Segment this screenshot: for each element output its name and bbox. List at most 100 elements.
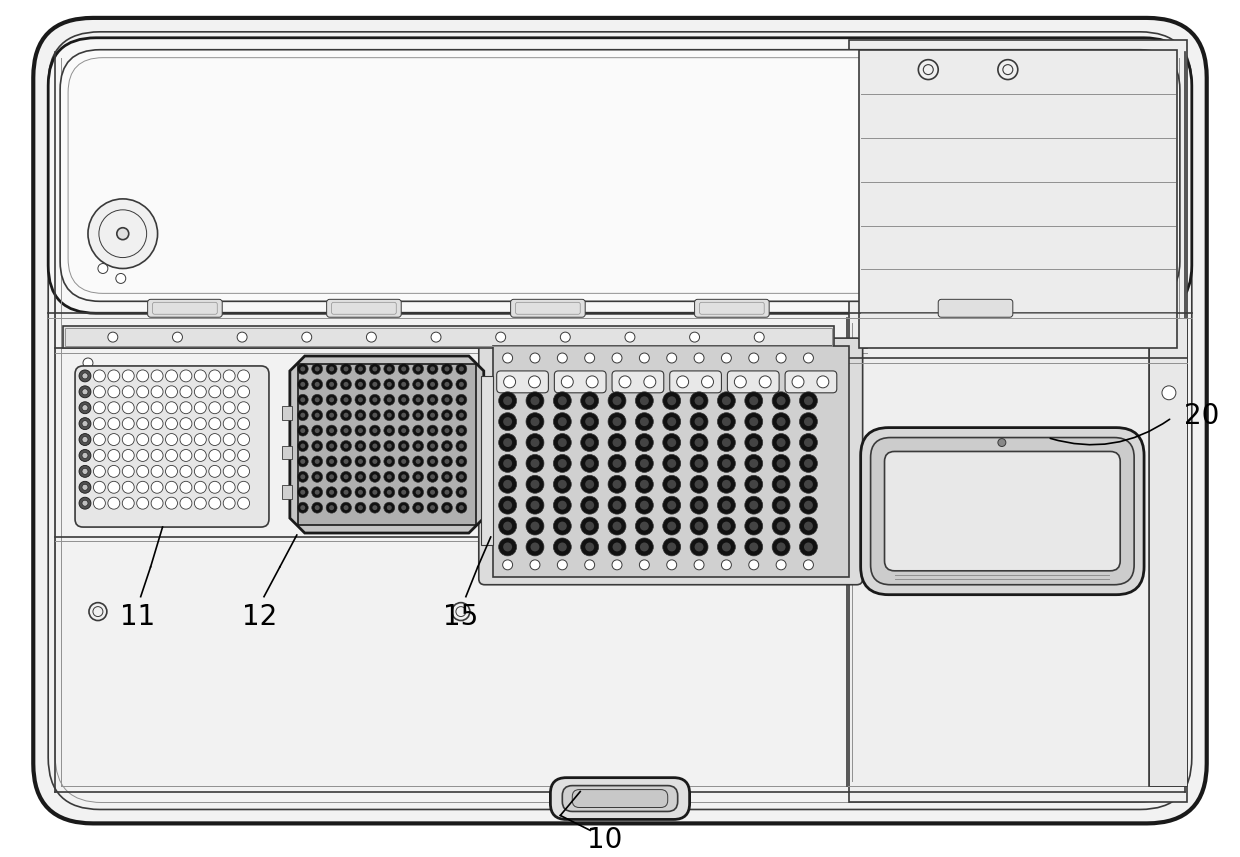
Circle shape [329, 398, 334, 402]
Circle shape [718, 496, 735, 514]
Circle shape [79, 497, 91, 509]
Circle shape [427, 487, 438, 498]
Circle shape [223, 465, 236, 477]
Circle shape [151, 449, 162, 461]
Circle shape [662, 454, 681, 472]
Circle shape [585, 353, 595, 363]
Circle shape [734, 376, 746, 388]
Circle shape [718, 392, 735, 410]
Circle shape [341, 410, 351, 421]
Circle shape [165, 386, 177, 398]
Circle shape [702, 376, 713, 388]
Circle shape [415, 444, 420, 448]
Circle shape [441, 471, 453, 482]
FancyBboxPatch shape [861, 428, 1145, 595]
Circle shape [526, 434, 544, 452]
Bar [281, 446, 291, 459]
Circle shape [108, 497, 120, 509]
Circle shape [195, 497, 206, 509]
Circle shape [800, 538, 817, 556]
Circle shape [635, 496, 653, 514]
Circle shape [315, 444, 320, 448]
Circle shape [749, 438, 758, 447]
Circle shape [503, 396, 512, 405]
Circle shape [456, 502, 466, 513]
Bar [1149, 318, 1187, 786]
Circle shape [79, 482, 91, 494]
Text: 20: 20 [1184, 402, 1219, 429]
FancyBboxPatch shape [33, 18, 1207, 824]
Circle shape [635, 392, 653, 410]
Circle shape [718, 413, 735, 430]
Circle shape [238, 386, 249, 398]
Circle shape [415, 413, 420, 417]
Circle shape [456, 471, 466, 482]
Circle shape [413, 410, 424, 421]
Circle shape [776, 522, 786, 530]
Circle shape [136, 370, 149, 382]
Circle shape [341, 379, 351, 390]
Circle shape [358, 398, 363, 402]
Circle shape [718, 517, 735, 535]
Circle shape [441, 440, 453, 452]
Circle shape [415, 505, 420, 510]
Circle shape [238, 497, 249, 509]
FancyBboxPatch shape [785, 371, 837, 393]
Circle shape [370, 394, 381, 405]
Circle shape [326, 394, 337, 405]
Circle shape [531, 522, 539, 530]
Circle shape [667, 480, 676, 488]
Circle shape [108, 434, 120, 446]
Bar [64, 328, 832, 346]
Circle shape [108, 386, 120, 398]
Circle shape [415, 475, 420, 479]
Circle shape [387, 475, 392, 479]
Circle shape [640, 542, 649, 551]
Circle shape [93, 417, 105, 429]
Circle shape [223, 482, 236, 494]
Circle shape [298, 471, 309, 482]
Circle shape [773, 496, 790, 514]
Circle shape [585, 560, 595, 570]
Circle shape [427, 379, 438, 390]
Circle shape [372, 489, 377, 494]
Circle shape [441, 394, 453, 405]
Circle shape [298, 363, 309, 375]
Circle shape [1162, 386, 1176, 399]
Circle shape [608, 538, 626, 556]
Circle shape [311, 502, 322, 513]
Circle shape [745, 476, 763, 494]
Circle shape [635, 434, 653, 452]
Circle shape [413, 471, 424, 482]
FancyBboxPatch shape [497, 371, 548, 393]
Circle shape [343, 413, 348, 417]
Circle shape [366, 333, 377, 342]
Circle shape [749, 480, 758, 488]
Circle shape [223, 434, 236, 446]
Circle shape [372, 398, 377, 402]
Circle shape [640, 500, 649, 510]
Circle shape [370, 379, 381, 390]
Circle shape [498, 392, 517, 410]
Circle shape [776, 396, 786, 405]
Circle shape [341, 363, 351, 375]
Circle shape [502, 560, 512, 570]
Circle shape [585, 396, 594, 405]
Circle shape [341, 456, 351, 467]
Circle shape [355, 410, 366, 421]
Circle shape [691, 434, 708, 452]
Circle shape [585, 480, 594, 488]
Circle shape [498, 413, 517, 430]
Circle shape [553, 496, 572, 514]
Circle shape [667, 560, 677, 570]
Circle shape [619, 376, 631, 388]
FancyBboxPatch shape [884, 452, 1120, 571]
Circle shape [667, 500, 676, 510]
Circle shape [398, 363, 409, 375]
Circle shape [459, 413, 464, 417]
Circle shape [804, 353, 813, 363]
Circle shape [560, 333, 570, 342]
Circle shape [180, 402, 192, 414]
Circle shape [208, 402, 221, 414]
Bar [481, 376, 492, 545]
